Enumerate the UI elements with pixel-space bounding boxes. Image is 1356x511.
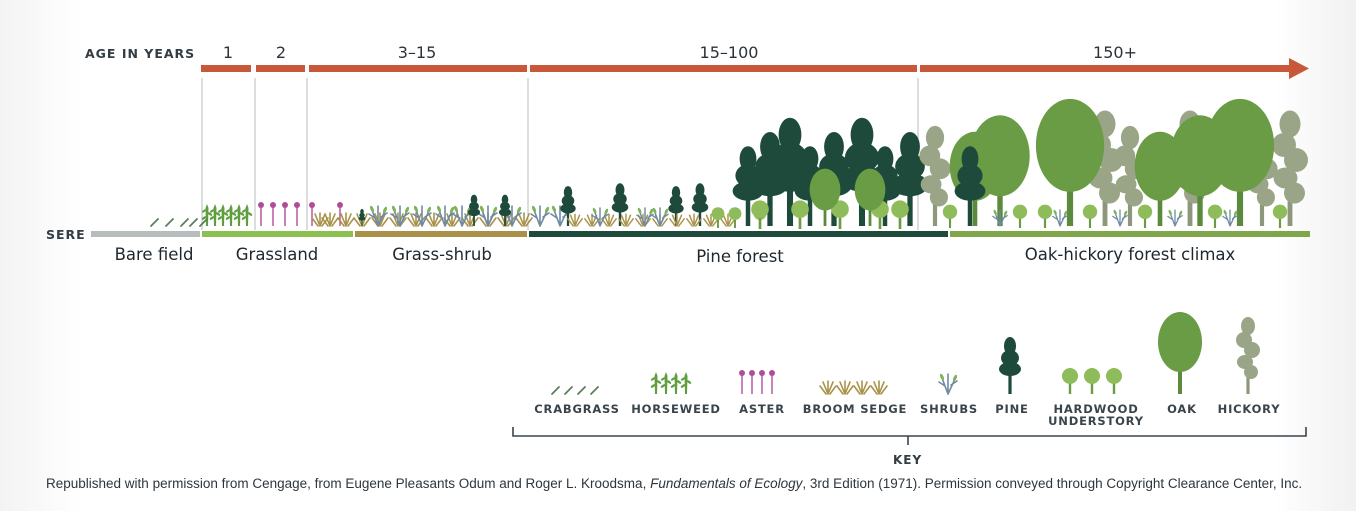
age-axis-title: AGE IN YEARS (85, 46, 196, 61)
age-label-3-15: 3–15 (397, 43, 437, 62)
stage-label-oak-hickory: Oak-hickory forest climax (1024, 245, 1236, 264)
stage-label-grassland: Grassland (235, 245, 319, 264)
crabgrass-plant (150, 218, 159, 227)
shrub-plant (530, 204, 551, 227)
broom-sedge-plant (669, 213, 685, 227)
sere-bar-pine-forest (529, 231, 948, 237)
hardwood-tree (942, 204, 958, 228)
hardwood-tree (791, 200, 809, 229)
stage-label-bare-field: Bare field (114, 245, 194, 264)
vegetation-scene (150, 98, 1308, 229)
shrubs-icon (938, 372, 959, 395)
crabgrass-plant (189, 218, 198, 227)
key-label-hardwood-understory: HARDWOOD UNDERSTORY (1048, 402, 1144, 428)
crabgrass-icon (551, 386, 599, 395)
key-bracket (512, 427, 1307, 445)
hardwood-tree (751, 200, 769, 229)
permission-credit: Republished with permission from Cengage… (46, 476, 1302, 491)
key-label-shrubs: SHRUBS (920, 402, 978, 416)
age-label-15-100: 15–100 (699, 43, 759, 62)
hardwood-tree (1082, 204, 1098, 228)
age-arrow (201, 58, 1309, 79)
sere-bar-oak-hickory (950, 231, 1310, 237)
age-bar-1 (201, 65, 251, 72)
hardwood-tree (1137, 204, 1153, 228)
hardwood-tree (891, 200, 909, 229)
shrub-plant (591, 206, 610, 227)
key-label-pine: PINE (995, 402, 1029, 416)
age-bar-150-plus (920, 65, 1290, 72)
credit-book-title: Fundamentals of Ecology (650, 476, 803, 491)
key-label-horseweed: HORSEWEED (631, 402, 721, 416)
shrub-plant (1167, 208, 1184, 227)
age-arrow-head (1289, 58, 1309, 79)
hardwood-tree (1037, 204, 1053, 228)
sere-bar-bare-field (91, 231, 200, 237)
credit-suffix: , 3rd Edition (1971). Permission conveye… (802, 476, 1303, 491)
crabgrass-plant (180, 218, 189, 227)
sere-bars (91, 231, 1310, 237)
key-label-broom-sedge: BROOM SEDGE (802, 402, 908, 416)
pine-tree (358, 208, 366, 226)
stage-label-pine-forest: Pine forest (696, 247, 784, 266)
broom-sedge-plant (567, 213, 583, 227)
credit-prefix: Republished with permission from Cengage… (46, 476, 651, 491)
key-icons (551, 312, 1260, 395)
age-label-1: 1 (222, 43, 234, 62)
aster-icon (738, 369, 776, 395)
horseweed-icon (650, 372, 692, 394)
shrub-plant (1112, 208, 1129, 227)
sere-bar-grass-shrub (355, 231, 527, 237)
hardwood-tree (1012, 204, 1028, 228)
aster-plant (269, 201, 277, 227)
shrub-plant (1052, 208, 1069, 227)
age-label-2: 2 (275, 43, 287, 62)
key-label-crabgrass: CRABGRASS (534, 402, 620, 416)
age-bar-3-15 (309, 65, 527, 72)
sere-title: SERE (46, 227, 86, 242)
age-bar-2 (256, 65, 305, 72)
oak-icon (1158, 312, 1202, 394)
aster-plant (257, 201, 265, 227)
key-label-hickory: HICKORY (1217, 402, 1281, 416)
shrub-plant (651, 206, 670, 227)
aster-plant (281, 201, 289, 227)
shrub-plant (478, 204, 499, 227)
hardwood-understory-icon (1062, 368, 1122, 394)
age-label-150-plus: 150+ (1093, 43, 1137, 62)
key-title: KEY (893, 453, 923, 467)
key-label-oak: OAK (1167, 402, 1197, 416)
hardwood-tree (1272, 204, 1288, 228)
crabgrass-plant (165, 218, 174, 227)
aster-plant (293, 201, 301, 227)
age-bar-15-100 (530, 65, 917, 72)
hardwood-tree (1207, 204, 1223, 228)
key-label-aster: ASTER (739, 402, 785, 416)
pine-icon (999, 337, 1021, 394)
hickory-icon (1236, 317, 1260, 394)
shrub-plant (1222, 208, 1239, 227)
shrub-plant (992, 208, 1009, 227)
aster-plant (308, 201, 316, 227)
stage-label-grass-shrub: Grass-shrub (392, 245, 492, 264)
sere-bar-grassland (202, 231, 353, 237)
broom-sedge-icon (819, 380, 888, 395)
